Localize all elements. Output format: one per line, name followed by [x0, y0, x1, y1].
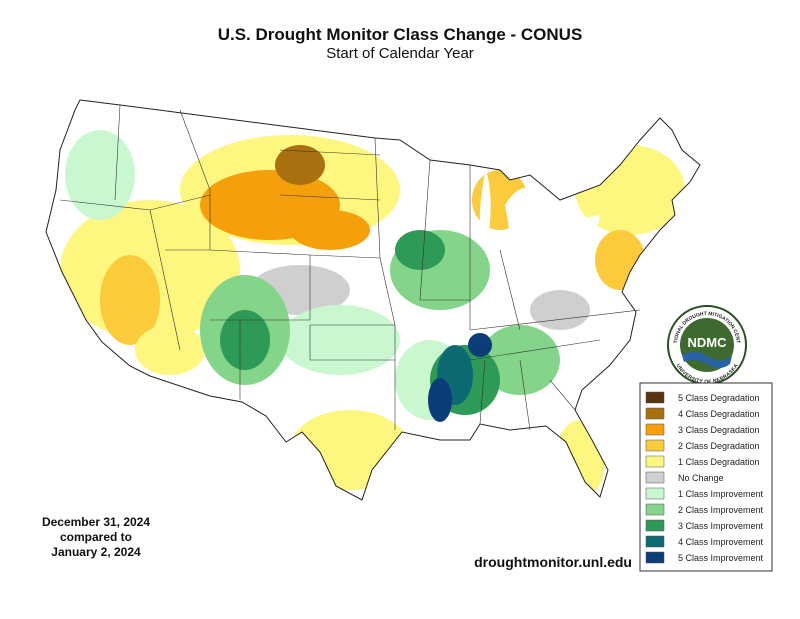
map-fill	[46, 100, 700, 500]
legend-swatch	[645, 503, 665, 516]
subtitle: Start of Calendar Year	[326, 45, 474, 62]
legend-label: 3 Class Improvement	[678, 521, 764, 531]
legend-label: 1 Class Improvement	[678, 489, 764, 499]
region	[428, 378, 452, 422]
region	[275, 145, 325, 185]
legend-swatch	[645, 487, 665, 500]
legend-label: No Change	[678, 473, 724, 483]
legend-swatch	[645, 519, 665, 532]
legend-swatch	[645, 391, 665, 404]
source-url: droughtmonitor.unl.edu	[474, 554, 632, 570]
legend-swatch	[645, 455, 665, 468]
date-line: January 2, 2024	[51, 545, 141, 559]
legend-swatch	[645, 439, 665, 452]
date-line: December 31, 2024	[42, 515, 150, 529]
region	[280, 305, 400, 375]
state-borders	[59, 104, 641, 431]
great-lakes	[479, 170, 600, 245]
legend-swatch	[645, 535, 665, 548]
legend-label: 2 Class Improvement	[678, 505, 764, 515]
legend-swatch	[645, 423, 665, 436]
legend-swatch	[645, 551, 665, 564]
legend-label: 4 Class Degradation	[678, 409, 760, 419]
region	[468, 333, 492, 357]
region	[65, 130, 135, 220]
legend-swatch	[645, 407, 665, 420]
region	[555, 420, 605, 500]
legend-label: 2 Class Degradation	[678, 441, 760, 451]
region	[135, 325, 205, 375]
legend-swatch	[645, 471, 665, 484]
title: U.S. Drought Monitor Class Change - CONU…	[218, 25, 583, 44]
legend-label: 5 Class Degradation	[678, 393, 760, 403]
region	[290, 210, 370, 250]
region	[290, 410, 410, 490]
legend-label: 3 Class Degradation	[678, 425, 760, 435]
region	[530, 290, 590, 330]
legend: 5 Class Degradation 4 Class Degradation 3 …	[645, 391, 764, 564]
region	[395, 230, 445, 270]
legend-label: 1 Class Degradation	[678, 457, 760, 467]
region	[220, 310, 270, 370]
logo-text: NDMC	[688, 335, 728, 350]
date-line: compared to	[60, 530, 132, 544]
region	[100, 255, 160, 345]
legend-label: 4 Class Improvement	[678, 537, 764, 547]
logo-wave	[682, 351, 732, 368]
legend-label: 5 Class Improvement	[678, 553, 764, 563]
